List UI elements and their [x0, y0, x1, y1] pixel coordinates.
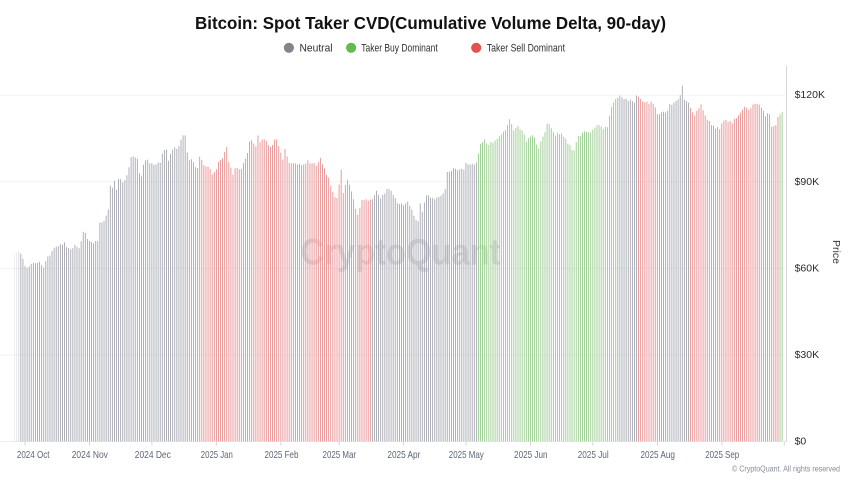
svg-text:$0: $0 — [795, 435, 807, 447]
svg-text:Price: Price — [830, 240, 842, 264]
svg-text:Taker Sell Dominant: Taker Sell Dominant — [487, 43, 565, 55]
svg-text:Taker Buy Dominant: Taker Buy Dominant — [361, 43, 437, 55]
svg-text:Bitcoin: Spot Taker CVD(Cumula: Bitcoin: Spot Taker CVD(Cumulative Volum… — [195, 13, 666, 33]
svg-text:2025 Aug: 2025 Aug — [640, 450, 675, 461]
svg-text:2025 Jan: 2025 Jan — [201, 450, 233, 461]
svg-text:2025 Jun: 2025 Jun — [514, 450, 548, 461]
svg-text:2024 Oct: 2024 Oct — [17, 450, 50, 461]
svg-text:CryptoQuant: CryptoQuant — [301, 232, 501, 273]
svg-text:Neutral: Neutral — [300, 43, 333, 55]
svg-text:2025 May: 2025 May — [449, 450, 485, 461]
svg-text:2025 Apr: 2025 Apr — [387, 450, 420, 461]
svg-text:2025 Jul: 2025 Jul — [578, 450, 609, 461]
svg-text:2024 Dec: 2024 Dec — [135, 450, 171, 461]
svg-text:$90K: $90K — [795, 176, 820, 188]
svg-text:2025 Sep: 2025 Sep — [705, 450, 739, 461]
svg-text:2025 Mar: 2025 Mar — [323, 450, 357, 461]
svg-text:© CryptoQuant. All rights rese: © CryptoQuant. All rights reserved — [732, 464, 840, 474]
svg-text:$120K: $120K — [795, 89, 825, 101]
svg-text:2024 Nov: 2024 Nov — [72, 450, 109, 461]
svg-text:$60K: $60K — [795, 262, 820, 274]
svg-text:2025 Feb: 2025 Feb — [265, 450, 299, 461]
svg-text:$30K: $30K — [795, 349, 820, 361]
